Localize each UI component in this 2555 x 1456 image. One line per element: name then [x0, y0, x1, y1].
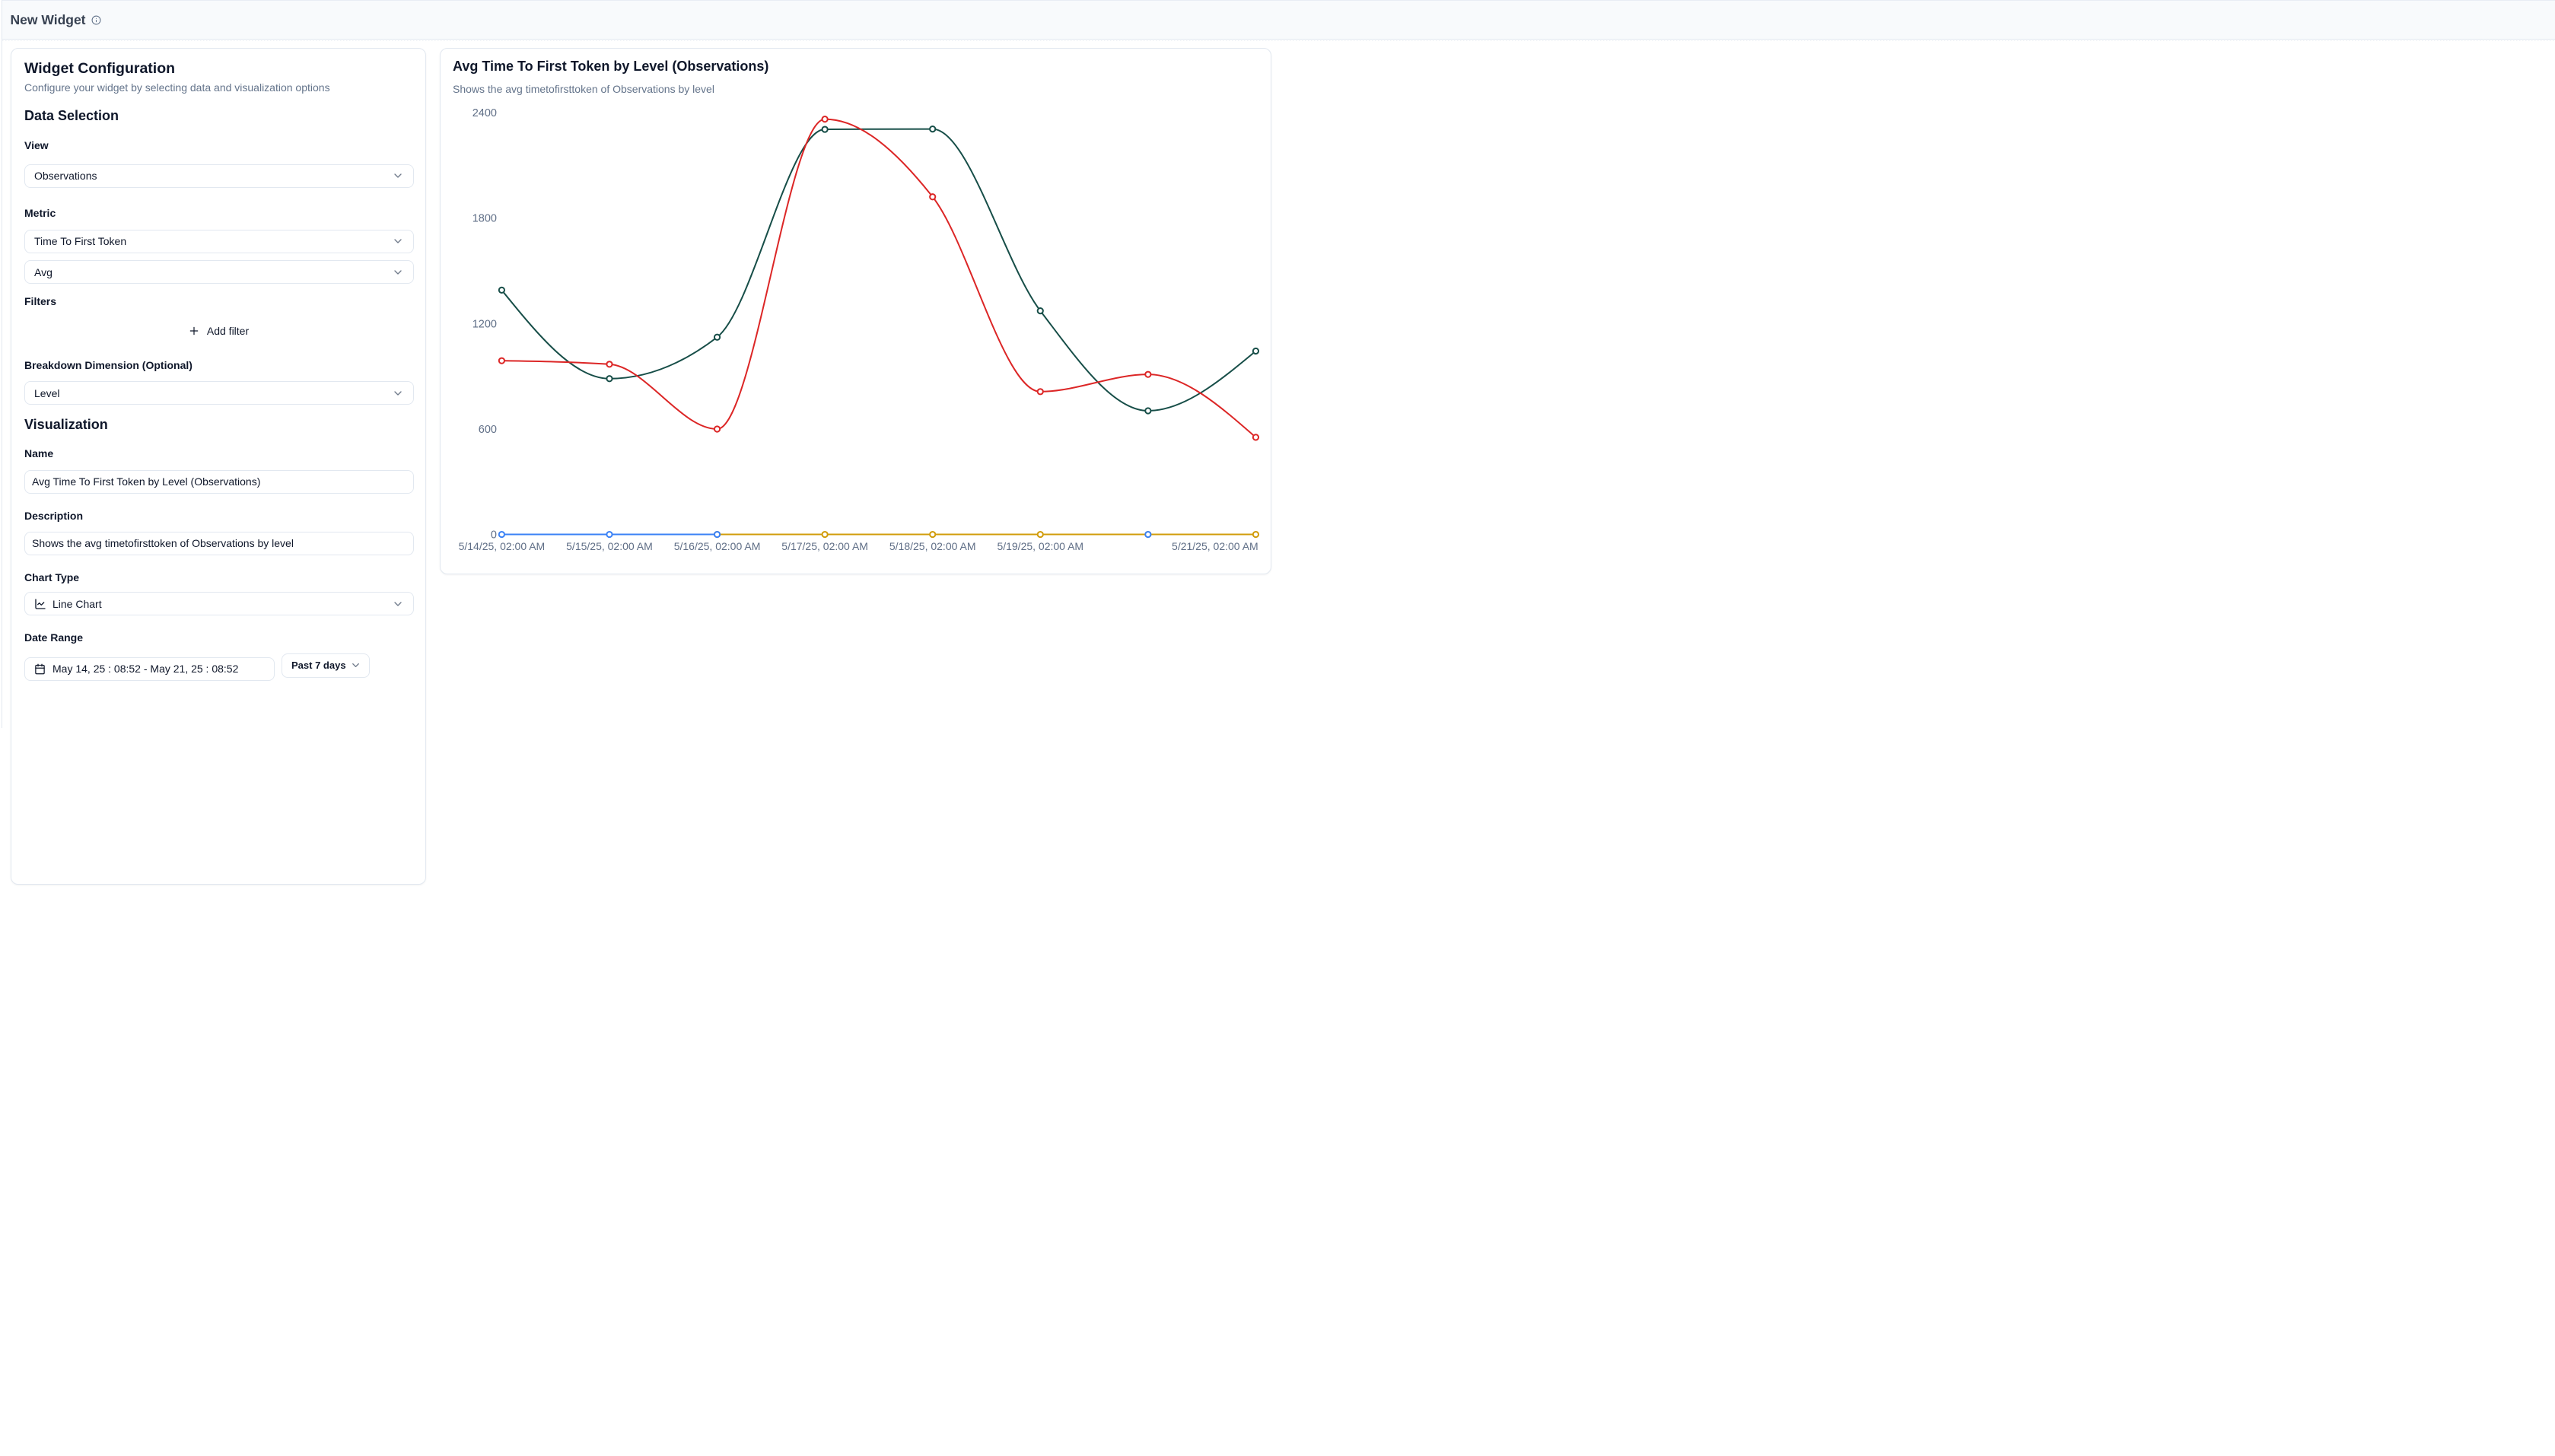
svg-text:0: 0	[491, 529, 497, 541]
svg-text:5/19/25, 02:00 AM: 5/19/25, 02:00 AM	[997, 540, 1083, 552]
svg-text:5/17/25, 02:00 AM: 5/17/25, 02:00 AM	[781, 540, 868, 552]
svg-text:5/21/25, 02:00 AM: 5/21/25, 02:00 AM	[1172, 540, 1258, 552]
svg-text:1200: 1200	[473, 318, 497, 330]
svg-text:5/14/25, 02:00 AM: 5/14/25, 02:00 AM	[459, 540, 546, 552]
svg-text:1800: 1800	[473, 213, 497, 225]
svg-text:2400: 2400	[473, 107, 497, 119]
svg-text:5/18/25, 02:00 AM: 5/18/25, 02:00 AM	[889, 540, 976, 552]
svg-text:600: 600	[479, 424, 497, 436]
svg-text:5/16/25, 02:00 AM: 5/16/25, 02:00 AM	[674, 540, 761, 552]
svg-text:5/15/25, 02:00 AM: 5/15/25, 02:00 AM	[566, 540, 653, 552]
